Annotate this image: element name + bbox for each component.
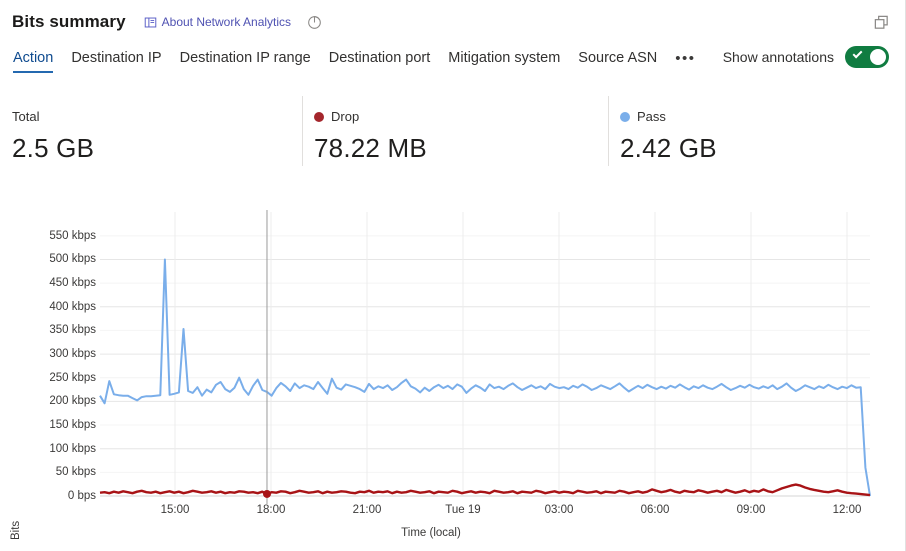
tab-destination-port[interactable]: Destination port — [328, 50, 431, 66]
y-tick-label: 550 kbps — [49, 229, 96, 242]
pie-chart-icon[interactable] — [307, 15, 322, 30]
about-link-label: About Network Analytics — [161, 15, 292, 29]
about-network-analytics-link[interactable]: About Network Analytics — [144, 15, 291, 29]
show-annotations-toggle[interactable] — [845, 46, 889, 68]
chart-plot-area[interactable] — [0, 196, 906, 551]
y-tick-label: 300 kbps — [49, 348, 96, 361]
metric-drop-value: 78.22 MB — [314, 133, 427, 163]
series-line-drop — [99, 483, 871, 497]
summary-metrics: Total 2.5 GB Drop 78.22 MB Pass 2.42 GB — [0, 96, 906, 178]
tab-destination-ip-range[interactable]: Destination IP range — [179, 50, 311, 66]
y-tick-label: 500 kbps — [49, 253, 96, 266]
drop-legend-dot — [314, 111, 324, 122]
y-tick-label: 200 kbps — [49, 395, 96, 408]
x-axis-title: Time (local) — [401, 527, 461, 539]
y-tick-label: 100 kbps — [49, 442, 96, 455]
tab-bar: Action Destination IP Destination IP ran… — [0, 48, 906, 82]
tab-destination-ip[interactable]: Destination IP — [71, 50, 162, 66]
x-tick-label: Tue 19 — [445, 504, 481, 516]
tab-overflow-menu[interactable]: ••• — [675, 50, 696, 67]
metric-total-value: 2.5 GB — [12, 133, 95, 163]
metric-total: Total 2.5 GB — [0, 96, 302, 178]
x-tick-label: 03:00 — [544, 504, 574, 516]
series-line-pass — [99, 258, 871, 497]
metric-pass-value: 2.42 GB — [620, 133, 717, 163]
x-tick-label: 21:00 — [352, 504, 382, 516]
y-tick-label: 350 kbps — [49, 324, 96, 337]
x-tick-label: 06:00 — [640, 504, 670, 516]
y-tick-label: 450 kbps — [49, 277, 96, 290]
show-annotations-control: Show annotations — [723, 46, 889, 68]
popout-icon[interactable] — [867, 9, 895, 35]
toggle-knob — [870, 49, 886, 65]
y-tick-label: 400 kbps — [49, 300, 96, 313]
check-icon — [852, 48, 863, 59]
book-icon — [144, 16, 157, 29]
x-axis-ticks: 15:00 18:00 21:00 Tue 19 03:00 06:00 09:00 12:0… — [0, 196, 906, 551]
panel-header: Bits summary About Network Analytics — [0, 0, 906, 44]
x-tick-label: 12:00 — [832, 504, 862, 516]
y-axis-ticks: 0 bps 50 kbps 100 kbps 150 kbps 200 kbps 250 … — [12, 196, 96, 551]
show-annotations-label: Show annotations — [722, 49, 834, 65]
tab-action[interactable]: Action — [13, 48, 54, 73]
metric-drop-label: Drop — [331, 109, 360, 124]
tab-source-asn[interactable]: Source ASN — [578, 50, 658, 66]
page-title: Bits summary — [12, 12, 126, 31]
metric-drop: Drop 78.22 MB — [302, 96, 608, 178]
hover-marker-drop — [262, 489, 271, 498]
x-tick-label: 09:00 — [736, 504, 766, 516]
y-tick-label: 150 kbps — [49, 419, 96, 432]
y-tick-label: 0 bps — [67, 490, 96, 502]
metric-pass: Pass 2.42 GB — [608, 96, 906, 178]
bits-time-series-chart[interactable]: Bits 0 bps 50 kbps 100 kbps 150 kbps 200 kbp… — [0, 196, 906, 551]
x-tick-label: 15:00 — [160, 504, 190, 516]
metric-total-label: Total — [12, 109, 40, 124]
x-tick-label: 18:00 — [256, 504, 286, 516]
tab-mitigation-system[interactable]: Mitigation system — [448, 50, 561, 66]
metric-pass-label: Pass — [637, 109, 666, 124]
y-tick-label: 50 kbps — [55, 466, 96, 479]
y-tick-label: 250 kbps — [49, 371, 96, 384]
pass-legend-dot — [620, 111, 630, 122]
